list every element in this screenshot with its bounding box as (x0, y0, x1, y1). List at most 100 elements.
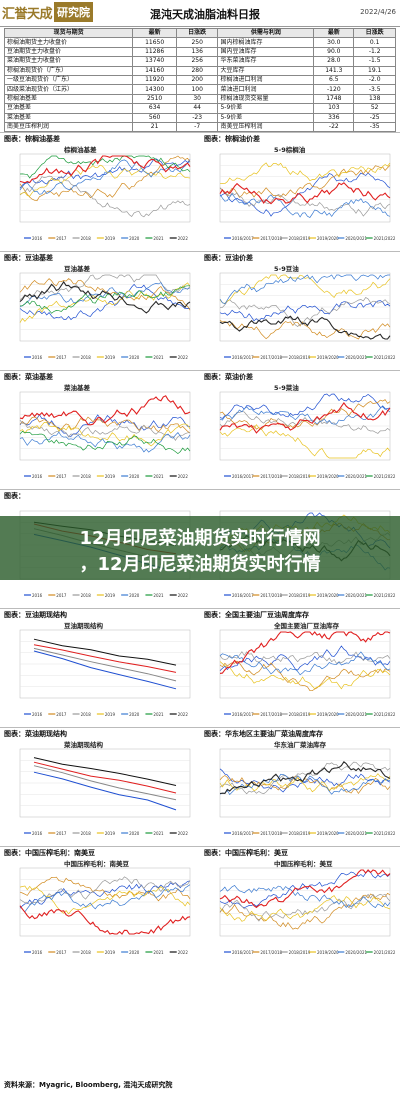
series-line (219, 761, 391, 795)
table-row: 棕榈油现货价（广东） 14160 280 大豆库存 141.3 19.1 (3, 65, 396, 76)
table-cell: 136 (175, 46, 219, 58)
table-cell: 四级菜油现货价（江苏） (3, 84, 134, 95)
left-chart-panel: 2016 2017 2018 2019 2020 2021 2022 菜油基差 (4, 382, 196, 484)
legend-label: 2018 (81, 355, 92, 360)
table-header-row: 现货与期货 最新 日涨跌 供需与利润 最新 日涨跌 (3, 27, 396, 39)
legend-label: 2016 (32, 950, 43, 955)
legend-label: 2018 (81, 593, 92, 598)
chart-title: 中国压榨毛利：美豆 (274, 860, 333, 868)
series-line (219, 274, 391, 304)
table-cell: 13740 (132, 56, 177, 67)
table-cell: -1.5 (353, 56, 396, 67)
series-line (219, 660, 391, 692)
chart-plot: 2016 2017 2018 2019 2020 2021 2022 (19, 153, 191, 241)
series-line (19, 419, 191, 441)
series-line (219, 424, 391, 459)
table-row: 南美豆压榨利润 21 -7 南美豆压榨利润 -22 -35 (3, 121, 396, 133)
right-chart-panel: 2016/2017 2017/2018 2018/2019 2019/2020 2020… (204, 858, 396, 960)
series-line (19, 280, 191, 314)
table-cell: -25 (353, 112, 396, 123)
legend-label: 2021/2022 (374, 712, 396, 717)
legend-label: 2017 (56, 712, 67, 717)
section-divider (0, 370, 400, 371)
legend-label: 2016 (32, 355, 43, 360)
table-row: 一级豆油现货价（广东） 11920 200 棕榈油进口利润 6.5 -2.0 (3, 74, 396, 86)
section-label: 图表：豆油基差 (4, 254, 53, 262)
chart-title: 华东油厂菜油库存 (274, 741, 326, 749)
table-cell: 5-9价差 (217, 103, 315, 114)
logo-text: 汇誉天成 (2, 6, 53, 22)
chart-title: 菜油期现结构 (64, 741, 103, 749)
chart-plot: 2016 2017 2018 2019 2020 2021 2022 (19, 272, 191, 360)
chart-plot: 2016/2017 2017/2018 2018/2019 2019/2020 2020… (219, 867, 396, 955)
chart-plot: 2016/2017 2017/2018 2018/2019 2019/2020 2020… (219, 272, 396, 360)
table-header: 现货与期货 (3, 27, 134, 39)
series-line (19, 414, 191, 437)
chart-title: 菜油基差 (64, 384, 90, 392)
legend-label: 2016/2017 (232, 355, 254, 360)
table-cell: 19.1 (353, 65, 396, 76)
legend-label: 2021 (153, 474, 164, 479)
table-cell: 5-9价差 (217, 112, 315, 123)
legend-label: 2017 (56, 831, 67, 836)
legend-label: 2020 (129, 831, 140, 836)
series-line (19, 422, 191, 447)
table-header: 最新 (313, 27, 355, 39)
legend-label: 2020 (129, 712, 140, 717)
series-line (19, 885, 191, 915)
table-row: 豆油期货主力收盘价 11286 136 国内豆油库存 90.0 -1.2 (3, 46, 396, 58)
legend-label: 2020/2021 (345, 236, 367, 241)
chart-plot: 2016 2017 2018 2019 2020 2021 2022 (19, 629, 191, 717)
table-cell: 0.1 (353, 37, 396, 48)
overlay-line-1: 12月印尼菜油期货实时行情网 (79, 528, 321, 549)
section-label: 图表：豆油期现结构 (4, 611, 67, 619)
legend-label: 2018/2019 (289, 236, 311, 241)
legend-label: 2022 (178, 355, 189, 360)
legend-label: 2018/2019 (289, 831, 311, 836)
legend-label: 2019 (105, 236, 116, 241)
legend-label: 2018/2019 (289, 474, 311, 479)
table-row: 四级菜油现货价（江苏） 14300 100 菜油进口利润 -120 -3.5 (3, 84, 396, 95)
series-line (19, 158, 191, 189)
legend-label: 2017 (56, 474, 67, 479)
legend-label: 2018 (81, 831, 92, 836)
legend-label: 2021 (153, 831, 164, 836)
series-line (19, 282, 191, 323)
series-line (19, 164, 191, 197)
table-cell: 南美豆压榨利润 (3, 121, 134, 133)
legend-label: 2017/2018 (260, 236, 282, 241)
chart-title: 5-9棕榈油 (274, 146, 306, 154)
legend-label: 2020 (129, 593, 140, 598)
section-label: 图表：中国压榨毛利：南美豆 (4, 849, 95, 857)
table-row: 豆油基差 634 44 5-9价差 103 52 (3, 103, 396, 114)
legend-label: 2019 (105, 593, 116, 598)
series-line (33, 771, 177, 811)
legend-label: 2018/2019 (289, 593, 311, 598)
right-chart-panel: 2016/2017 2017/2018 2018/2019 2019/2020 2020… (204, 620, 396, 722)
series-line (19, 430, 191, 455)
series-line (19, 876, 191, 905)
table-cell: 南美豆压榨利润 (217, 121, 315, 133)
chart-title: 中国压榨毛利：南美豆 (64, 860, 129, 868)
section-divider (0, 251, 400, 252)
legend-label: 2022 (178, 712, 189, 717)
legend-label: 2018 (81, 712, 92, 717)
legend-label: 2019/2020 (317, 950, 339, 955)
section-divider (0, 608, 400, 609)
table-cell: 棕榈油现货交易量 (217, 93, 315, 105)
table-cell: 250 (175, 37, 219, 48)
legend-label: 2019 (105, 712, 116, 717)
series-line (19, 884, 191, 913)
legend-label: 2016 (32, 712, 43, 717)
series-line (219, 869, 391, 909)
series-line (219, 410, 391, 434)
series-line (19, 395, 191, 426)
series-line (219, 297, 391, 327)
legend-label: 2016/2017 (232, 950, 254, 955)
legend-label: 2020 (129, 236, 140, 241)
series-line (219, 661, 391, 690)
right-chart-panel: 2016/2017 2017/2018 2018/2019 2019/2020 2020… (204, 382, 396, 484)
table-cell: 11650 (132, 37, 177, 48)
legend-label: 2016 (32, 593, 43, 598)
